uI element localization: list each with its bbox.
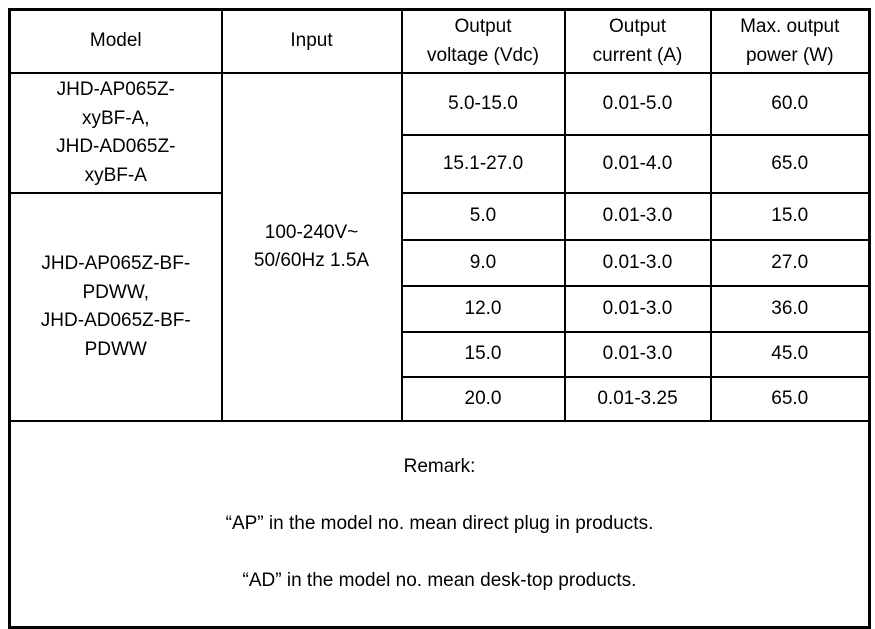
voltage-cell: 5.0-15.0 [400, 71, 566, 137]
table-row: 12.0 0.01-3.0 36.0 [10, 285, 871, 333]
table-row: 15.1-27.0 0.01-4.0 65.0 [10, 134, 871, 194]
table-row: JHD-AP065Z-BF- PDWW, JHD-AD065Z-BF- PDWW… [8, 192, 871, 422]
power-cell: 65.0 [709, 376, 871, 422]
power-cell: 60.0 [709, 71, 871, 137]
remark-line-2: “AD” in the model no. mean desk-top prod… [242, 569, 637, 591]
current-cell: 0.01-5.0 [563, 71, 712, 137]
table-row: 20.0 0.01-3.25 65.0 [10, 376, 871, 422]
power-cell: 15.0 [709, 192, 871, 241]
col-header-current: Output current (A) [563, 8, 712, 74]
remark-line-1: “AP” in the model no. mean direct plug i… [225, 512, 654, 534]
remark-row: Remark: “AP” in the model no. mean direc… [8, 420, 871, 628]
power-cell: 45.0 [709, 331, 871, 378]
model-group-1-cell: JHD-AP065Z- xyBF-A, JHD-AD065Z- xyBF-A [8, 72, 223, 194]
voltage-cell: 12.0 [400, 285, 566, 333]
voltage-cell: 9.0 [400, 239, 566, 287]
model-group-2-cell: JHD-AP065Z-BF- PDWW, JHD-AD065Z-BF- PDWW [8, 192, 223, 422]
table-row: JHD-AP065Z- xyBF-A, JHD-AD065Z- xyBF-A 1… [8, 71, 871, 422]
current-cell: 0.01-3.0 [563, 331, 712, 378]
table-row: 15.0 0.01-3.0 45.0 [10, 331, 871, 378]
remark-title: Remark: [403, 455, 476, 477]
voltage-cell: 5.0 [400, 192, 566, 241]
power-cell: 36.0 [709, 285, 871, 333]
spec-table: Model Input Output voltage (Vdc) Output … [8, 8, 871, 629]
power-cell: 27.0 [709, 239, 871, 287]
current-cell: 0.01-3.0 [563, 285, 712, 333]
current-cell: 0.01-3.0 [563, 239, 712, 287]
col-header-input: Input [220, 8, 403, 74]
remark-cell: Remark: “AP” in the model no. mean direc… [8, 420, 871, 628]
col-header-model: Model [8, 8, 223, 74]
voltage-cell: 15.1-27.0 [400, 134, 566, 194]
current-cell: 0.01-3.0 [563, 192, 712, 241]
col-header-power: Max. output power (W) [709, 8, 871, 74]
power-cell: 65.0 [709, 134, 871, 194]
input-cell: 100-240V~ 50/60Hz 1.5A [220, 72, 403, 422]
voltage-cell: 20.0 [400, 376, 566, 422]
current-cell: 0.01-3.25 [563, 376, 712, 422]
col-header-voltage: Output voltage (Vdc) [400, 8, 566, 74]
voltage-cell: 15.0 [400, 331, 566, 378]
table-header-row: Model Input Output voltage (Vdc) Output … [8, 8, 871, 74]
current-cell: 0.01-4.0 [563, 134, 712, 194]
table-row: 9.0 0.01-3.0 27.0 [10, 239, 871, 287]
